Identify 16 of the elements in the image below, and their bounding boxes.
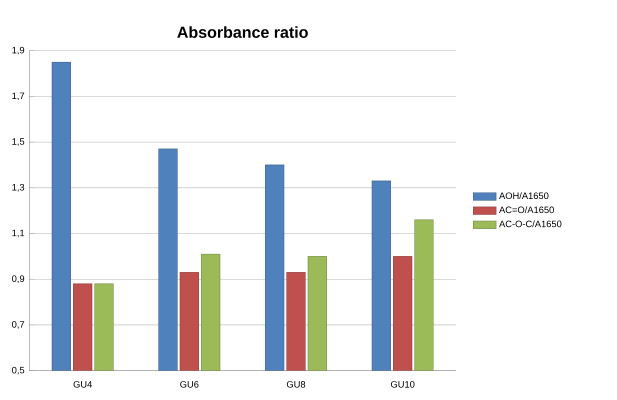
x-tick-label: GU8 xyxy=(286,381,306,388)
chart-title: Absorbance ratio xyxy=(177,26,308,38)
legend-label: AC-O-C/A1650 xyxy=(499,220,562,228)
y-tick-label: 1,5 xyxy=(12,138,24,146)
legend-label: AC=O/A1650 xyxy=(499,206,554,214)
y-tick-label: 0,5 xyxy=(12,366,24,375)
y-tick-label: 0,7 xyxy=(12,321,24,329)
legend-label: AOH/A1650 xyxy=(499,192,548,200)
y-tick-label: 0,9 xyxy=(12,275,24,284)
y-tick-label: 1,1 xyxy=(12,230,24,238)
x-tick-label: GU4 xyxy=(74,381,92,388)
y-tick-label: 1,7 xyxy=(12,92,24,100)
y-tick-label: 1,3 xyxy=(12,184,24,192)
x-tick-label: GU6 xyxy=(180,381,199,388)
x-tick-label: GU10 xyxy=(390,381,414,388)
y-tick-label: 1,9 xyxy=(12,46,24,55)
